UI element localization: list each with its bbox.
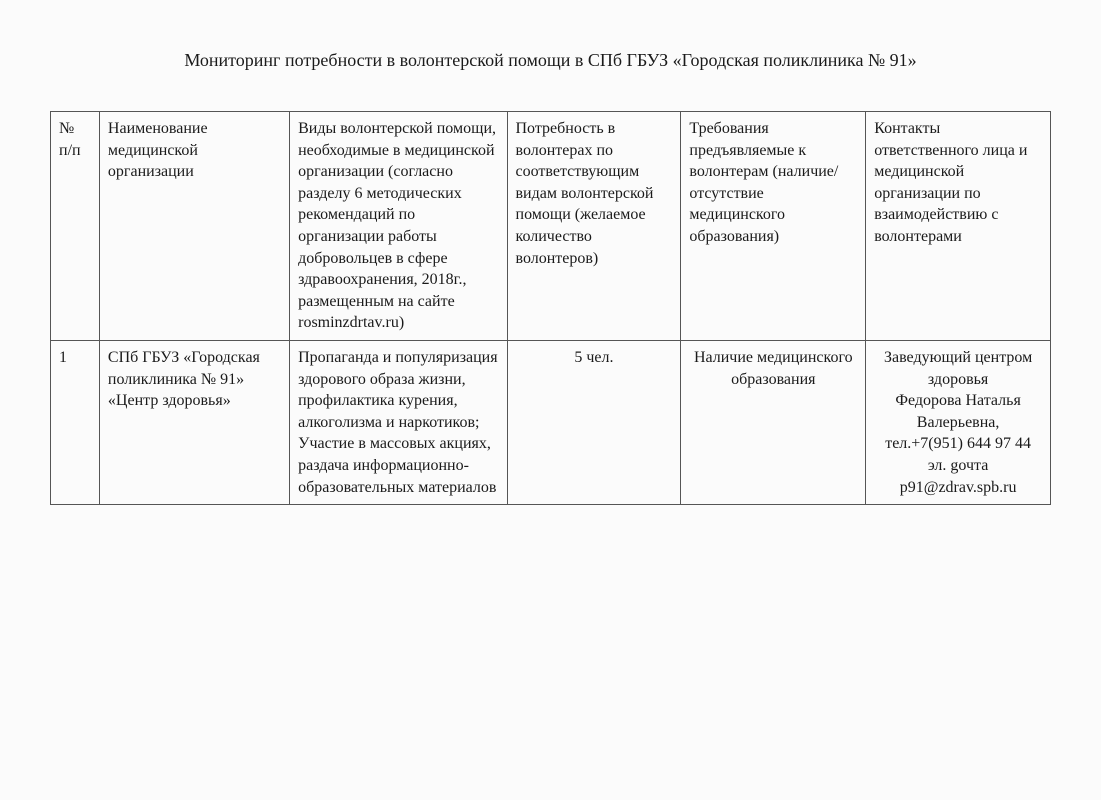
header-contacts: Контакты ответственного лица и медицинск… (866, 112, 1051, 341)
cell-need: 5 чел. (507, 340, 681, 504)
cell-types: Пропаганда и популяризация здорового обр… (290, 340, 507, 504)
header-types: Виды волонтерской помощи, необходимые в … (290, 112, 507, 341)
header-num: № п/п (51, 112, 100, 341)
header-req: Требования предъявляемые к волонтерам (н… (681, 112, 866, 341)
table-row: 1 СПб ГБУЗ «Городская поликлиника № 91» … (51, 340, 1051, 504)
cell-name: СПб ГБУЗ «Городская поликлиника № 91» «Ц… (99, 340, 289, 504)
cell-req: Наличие медицинского образования (681, 340, 866, 504)
cell-num: 1 (51, 340, 100, 504)
header-name: Наименование медицинской организации (99, 112, 289, 341)
page-title: Мониторинг потребности в волонтерской по… (50, 50, 1051, 71)
table-header-row: № п/п Наименование медицинской организац… (51, 112, 1051, 341)
header-need: Потребность в волонтерах по соответствую… (507, 112, 681, 341)
monitoring-table: № п/п Наименование медицинской организац… (50, 111, 1051, 505)
cell-contacts: Заведующий центром здоровья Федорова Нат… (866, 340, 1051, 504)
